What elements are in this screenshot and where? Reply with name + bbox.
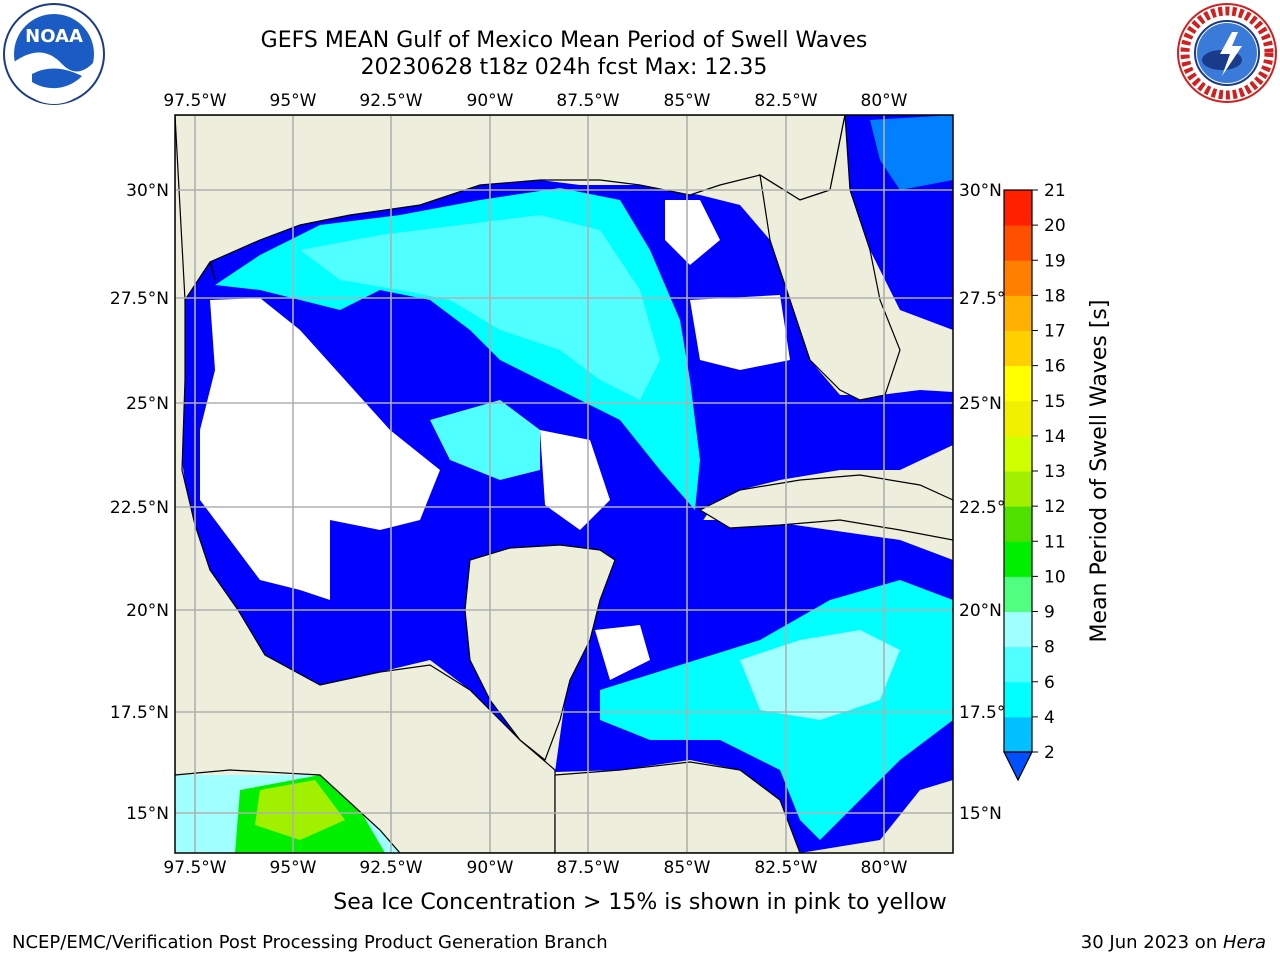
colorbar-segment [1004, 330, 1032, 367]
swell-field-gulf-mid [430, 400, 540, 480]
no-data-region-east [690, 295, 790, 370]
lon-label-top: 82.5°W [754, 91, 817, 111]
florida-land [759, 115, 901, 401]
colorbar-tick-label: 13 [1044, 462, 1066, 482]
colorbar-segment [1004, 260, 1032, 296]
colorbar-segment [1004, 435, 1032, 472]
colorbar-segment [1004, 576, 1032, 612]
colorbar-segment [1004, 190, 1032, 226]
lon-label-bottom: 95°W [270, 858, 317, 878]
map-gridlines [175, 115, 953, 853]
lat-label-right: 27.5°N [959, 289, 1018, 309]
colorbar-tick-label: 19 [1044, 251, 1066, 271]
colorbar-segment [1004, 471, 1032, 507]
colorbar-segment [1004, 365, 1032, 402]
lon-label-bottom: 82.5°W [754, 858, 817, 878]
lat-label-right: 15°N [959, 804, 1002, 824]
lat-label-right: 17.5°N [959, 703, 1018, 723]
noaa-logo-icon: NOAA [3, 3, 105, 105]
colorbar-tick-label: 20 [1044, 216, 1066, 236]
colorbar-tick-label: 8 [1044, 638, 1055, 658]
chart-title: GEFS MEAN Gulf of Mexico Mean Period of … [260, 28, 868, 53]
lon-label-top: 95°W [270, 91, 317, 111]
noaa-logo-text: NOAA [25, 26, 83, 47]
swell-field-gulf-light [300, 215, 660, 400]
colorbar-segment [1004, 611, 1032, 648]
no-data-region-west [200, 298, 440, 600]
colorbar-segment [1004, 506, 1032, 542]
lon-label-bottom: 80°W [861, 858, 908, 878]
lat-label-left: 20°N [126, 601, 169, 621]
map-frame [174, 114, 954, 854]
colorbar-tick-label: 18 [1044, 286, 1066, 306]
colorbar-segment [1004, 716, 1032, 753]
colorbar-segment [1004, 541, 1032, 577]
no-data-region-northeast [665, 200, 720, 265]
colorbar: 2 4 6 8 9 10 11 12 13 14 15 16 17 18 19 20 21 [1003, 181, 1066, 782]
lon-label-top: 92.5°W [359, 91, 422, 111]
colorbar-tick-label: 12 [1044, 497, 1066, 517]
lon-label-top: 85°W [664, 91, 711, 111]
caribbean-field-light [740, 630, 900, 720]
colorbar-tick-label: 17 [1044, 322, 1066, 342]
mexico-land [175, 115, 556, 853]
lat-label-left: 15°N [126, 804, 169, 824]
footer-host: Hera [1222, 932, 1266, 953]
lat-label-right: 30°N [959, 181, 1002, 201]
colorbar-tick-label: 2 [1044, 743, 1055, 763]
yucatan-land [464, 544, 616, 761]
chart-subtitle: 20230628 t18z 024h fcst Max: 12.35 [360, 55, 768, 80]
lon-label-bottom: 87.5°W [556, 858, 619, 878]
colorbar-segment [1004, 225, 1032, 261]
lat-label-right: 25°N [959, 394, 1002, 414]
lat-label-left: 30°N [126, 181, 169, 201]
no-data-region-central [540, 430, 610, 530]
colorbar-tick-label: 4 [1044, 708, 1055, 728]
colorbar-segment [1004, 681, 1032, 718]
nws-logo-icon [1177, 3, 1277, 103]
sea-ice-note: Sea Ice Concentration > 15% is shown in … [333, 890, 947, 915]
lon-label-bottom: 97.5°W [163, 858, 226, 878]
footer-date: 30 Jun 2023 on Hera [1081, 932, 1266, 953]
colorbar-tick-label: 15 [1044, 392, 1066, 412]
lon-label-top: 97.5°W [163, 91, 226, 111]
lat-label-left: 22.5°N [110, 498, 169, 518]
colorbar-segment [1004, 295, 1032, 331]
lat-label-left: 27.5°N [110, 289, 169, 309]
colorbar-tick-label: 14 [1044, 427, 1066, 447]
lon-label-top: 87.5°W [556, 91, 619, 111]
central-america-land [554, 761, 801, 853]
colorbar-tick-label: 16 [1044, 357, 1066, 377]
colorbar-tick-label: 21 [1044, 181, 1066, 201]
colorbar-segment [1004, 646, 1032, 683]
lon-label-bottom: 85°W [664, 858, 711, 878]
lon-label-top: 90°W [467, 91, 514, 111]
colorbar-extend-arrow [1003, 751, 1033, 782]
colorbar-tick-label: 6 [1044, 673, 1055, 693]
lon-label-bottom: 90°W [467, 858, 514, 878]
lat-label-right: 20°N [959, 601, 1002, 621]
no-data-region-yucatan-coast [595, 625, 650, 680]
lat-label-right: 22.5°N [959, 498, 1018, 518]
pacific-field-yellowgreen [255, 780, 345, 840]
lon-label-top: 80°W [861, 91, 908, 111]
footer-credit: NCEP/EMC/Verification Post Processing Pr… [12, 932, 608, 953]
footer-date-text: 30 Jun 2023 on [1080, 932, 1223, 953]
colorbar-segment [1004, 400, 1032, 437]
atlantic-field-cyan [870, 115, 953, 190]
colorbar-label: Mean Period of Swell Waves [s] [1087, 300, 1112, 643]
colorbar-tick-label: 10 [1044, 567, 1066, 587]
lat-label-left: 17.5°N [110, 703, 169, 723]
lon-label-bottom: 92.5°W [359, 858, 422, 878]
colorbar-tick-label: 11 [1044, 532, 1066, 552]
colorbar-tick-label: 9 [1044, 603, 1055, 623]
lat-label-left: 25°N [126, 394, 169, 414]
